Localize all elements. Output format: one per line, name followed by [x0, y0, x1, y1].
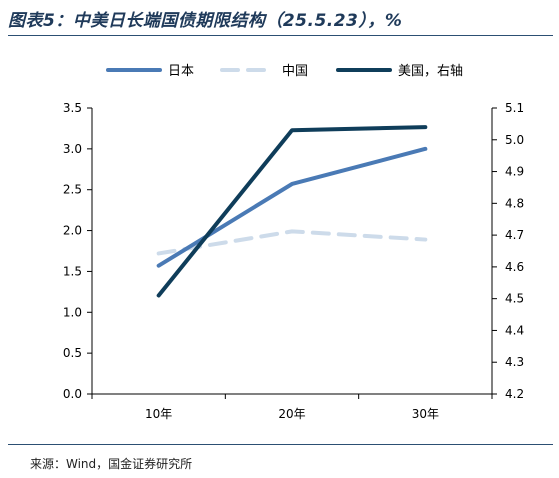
- left-axis-tick-label: 3.0: [63, 142, 82, 156]
- legend-label: 中国: [282, 64, 308, 79]
- right-axis-tick-label: 4.7: [505, 228, 524, 242]
- left-axis-tick-label: 1.0: [63, 305, 82, 319]
- left-axis-tick-label: 0.5: [63, 346, 82, 360]
- right-axis-tick-label: 4.8: [505, 196, 524, 210]
- right-axis-tick-label: 4.5: [505, 292, 524, 306]
- line-chart: 日本 中国 美国，右轴 0.0 0.5 1.0 1.5 2.0 2.5 3.0 3.5 4.2 4.3…: [63, 64, 524, 421]
- x-axis-tick-label: 20年: [278, 407, 305, 421]
- legend: 日本 中国 美国，右轴: [106, 64, 463, 79]
- right-axis-tick-label: 4.9: [505, 165, 524, 179]
- right-axis-tick-label: 5.1: [505, 101, 524, 115]
- series-line-2: [156, 125, 428, 298]
- footer-divider: [8, 444, 553, 445]
- legend-label: 美国，右轴: [398, 64, 463, 79]
- x-axis-tick-label: 10年: [145, 407, 172, 421]
- legend-label: 日本: [168, 64, 194, 79]
- right-axis-tick-label: 5.0: [505, 133, 524, 147]
- chart-title: 图表5：中美日长端国债期限结构（25.5.23），%: [8, 11, 403, 31]
- title-divider: [8, 35, 553, 36]
- right-axis-tick-label: 4.2: [505, 387, 524, 401]
- axes: 0.0 0.5 1.0 1.5 2.0 2.5 3.0 3.5 4.2 4.3 4.4 4.5 4.6 4…: [63, 101, 524, 421]
- left-axis-tick-label: 1.5: [63, 264, 82, 278]
- left-axis-tick-label: 2.5: [63, 183, 82, 197]
- left-axis-tick-label: 0.0: [63, 387, 82, 401]
- x-axis-tick-label: 30年: [412, 407, 439, 421]
- series-line-1: [156, 229, 428, 256]
- right-axis-tick-label: 4.6: [505, 260, 524, 274]
- right-axis-tick-label: 4.3: [505, 355, 524, 369]
- left-axis-tick-label: 3.5: [63, 101, 82, 115]
- left-axis-tick-label: 2.0: [63, 224, 82, 238]
- source-note: 来源：Wind，国金证券研究所: [30, 457, 193, 471]
- series-lines: [156, 125, 428, 298]
- right-axis-tick-label: 4.4: [505, 323, 524, 337]
